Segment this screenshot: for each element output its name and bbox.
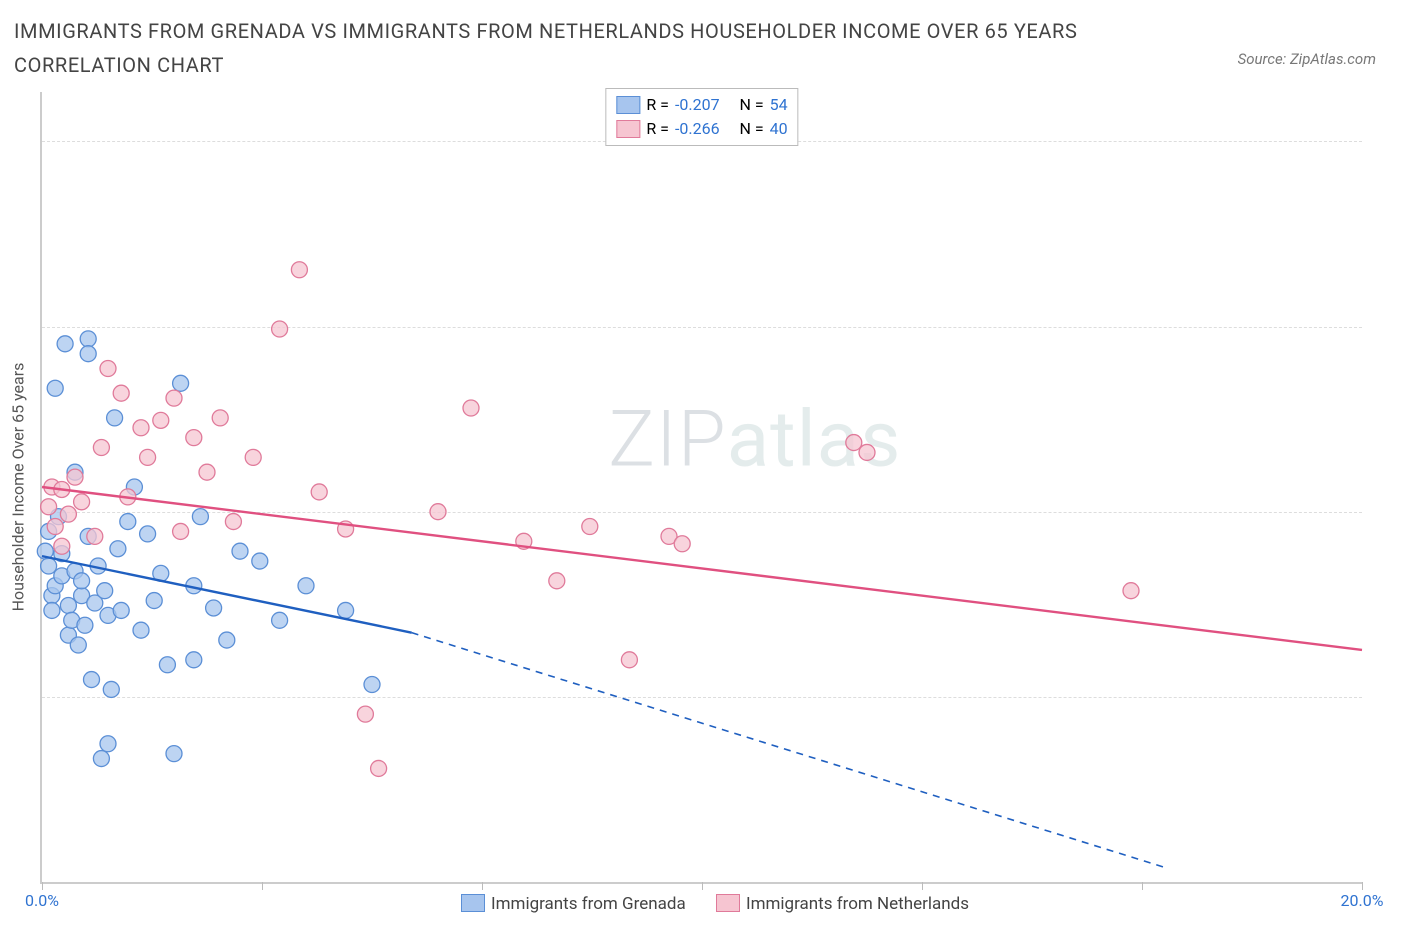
n-label: N =: [740, 93, 764, 117]
swatch-grenada: [616, 96, 640, 114]
legend-row-netherlands: R = -0.266 N = 40: [616, 117, 787, 141]
series-label-netherlands: Immigrants from Netherlands: [746, 894, 969, 914]
r-label: R =: [646, 93, 669, 117]
r-value-netherlands: -0.266: [675, 117, 720, 141]
correlation-legend: R = -0.207 N = 54 R = -0.266 N = 40: [605, 88, 798, 146]
series-legend: Immigrants from Grenada Immigrants from …: [42, 894, 1362, 914]
y-tick-label: $75,000: [1366, 502, 1406, 521]
n-value-netherlands: 40: [770, 117, 788, 141]
chart-area: Householder Income Over 65 years ZIPatla…: [40, 92, 1362, 884]
y-axis-title: Householder Income Over 65 years: [9, 363, 28, 612]
y-tick-label: $37,500: [1366, 687, 1406, 706]
source-credit: Source: ZipAtlas.com: [1238, 50, 1376, 68]
r-label: R =: [646, 117, 669, 141]
y-tick-label: $112,500: [1366, 317, 1406, 336]
swatch-netherlands-bottom: [716, 894, 740, 912]
n-value-grenada: 54: [770, 93, 788, 117]
y-tick-label: $150,000: [1366, 132, 1406, 151]
series-label-grenada: Immigrants from Grenada: [491, 894, 686, 914]
swatch-grenada-bottom: [461, 894, 485, 912]
swatch-netherlands: [616, 120, 640, 138]
chart-title: IMMIGRANTS FROM GRENADA VS IMMIGRANTS FR…: [14, 14, 1186, 82]
n-label: N =: [740, 117, 764, 141]
r-value-grenada: -0.207: [675, 93, 720, 117]
legend-row-grenada: R = -0.207 N = 54: [616, 93, 787, 117]
plot-region: $37,500$75,000$112,500$150,0000.0%20.0%: [42, 92, 1362, 882]
